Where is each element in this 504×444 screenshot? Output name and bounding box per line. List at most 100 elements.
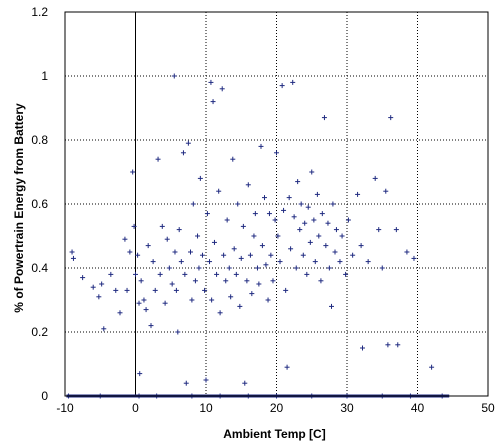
data-point	[99, 281, 105, 287]
data-point	[80, 275, 86, 281]
data-point	[330, 201, 336, 207]
data-point	[207, 259, 213, 265]
data-point	[187, 249, 193, 255]
data-point	[228, 294, 234, 300]
y-tick-label: 0	[41, 389, 48, 403]
data-point	[192, 278, 198, 284]
data-point	[304, 271, 310, 277]
data-point	[379, 265, 385, 271]
data-point	[155, 156, 161, 162]
data-point	[148, 323, 154, 329]
x-tick-labels: -10 0 10 20 30 40 50	[56, 401, 495, 415]
data-point	[166, 265, 172, 271]
y-tick-label: 1	[41, 69, 48, 83]
data-point	[333, 227, 339, 233]
data-point	[223, 278, 229, 284]
data-point	[376, 227, 382, 233]
data-point	[249, 291, 255, 297]
data-point	[203, 377, 209, 383]
data-point	[159, 223, 165, 229]
data-point	[124, 287, 130, 293]
data-point	[145, 243, 151, 249]
y-tick-label: 0.6	[31, 197, 48, 211]
data-point	[365, 259, 371, 265]
data-point	[300, 252, 306, 258]
data-point	[189, 297, 195, 303]
data-point	[305, 204, 311, 210]
data-point	[286, 195, 292, 201]
data-point	[143, 307, 149, 313]
data-point	[175, 329, 181, 335]
plot-frame	[64, 11, 489, 397]
grid-lines	[65, 12, 488, 396]
data-point	[312, 259, 318, 265]
data-point	[131, 223, 137, 229]
data-point	[238, 255, 244, 261]
data-point	[69, 249, 75, 255]
data-point	[275, 233, 281, 239]
data-point	[268, 252, 274, 258]
data-point	[108, 271, 114, 277]
data-point	[244, 278, 250, 284]
data-point	[258, 143, 264, 149]
data-point	[226, 265, 232, 271]
data-point	[70, 255, 76, 261]
data-point	[216, 188, 222, 194]
data-point	[328, 303, 334, 309]
data-point	[321, 115, 327, 121]
x-tick-label: 40	[411, 401, 425, 415]
data-point	[290, 79, 296, 85]
data-point	[265, 297, 271, 303]
data-point	[202, 287, 208, 293]
data-point	[113, 287, 119, 293]
data-point	[127, 249, 133, 255]
data-point	[345, 217, 351, 223]
x-axis-label: Ambient Temp [C]	[223, 427, 325, 441]
data-point	[297, 227, 303, 233]
data-point	[230, 156, 236, 162]
x-tick-label: 10	[199, 401, 213, 415]
y-tick-label: 0.8	[31, 133, 48, 147]
data-point	[337, 259, 343, 265]
data-point	[383, 188, 389, 194]
data-point	[311, 217, 317, 223]
data-point	[96, 294, 102, 300]
data-point	[164, 236, 170, 242]
data-point	[316, 233, 322, 239]
data-point	[272, 217, 278, 223]
data-point	[199, 252, 205, 258]
data-point	[233, 271, 239, 277]
data-point	[411, 255, 417, 261]
data-point	[208, 79, 214, 85]
data-point	[318, 278, 324, 284]
data-point	[173, 287, 179, 293]
data-point	[122, 236, 128, 242]
data-point	[190, 201, 196, 207]
data-point	[270, 278, 276, 284]
data-point	[138, 278, 144, 284]
x-tick-label: -10	[56, 401, 74, 415]
data-point	[176, 227, 182, 233]
data-point	[209, 297, 215, 303]
data-point	[237, 303, 243, 309]
data-point	[263, 262, 269, 268]
data-point	[323, 243, 329, 249]
data-point	[314, 191, 320, 197]
data-point	[252, 211, 258, 217]
data-point	[210, 99, 216, 105]
data-point	[136, 300, 142, 306]
data-point	[385, 342, 391, 348]
data-point	[404, 249, 410, 255]
data-point	[274, 150, 279, 156]
data-point	[319, 211, 325, 217]
x-tick-label: 30	[340, 401, 354, 415]
data-point	[133, 271, 138, 277]
data-point	[182, 271, 188, 277]
data-point	[195, 233, 201, 239]
data-point	[211, 239, 217, 245]
data-point	[251, 233, 257, 239]
data-point	[326, 265, 332, 271]
data-point	[172, 249, 178, 255]
data-point	[388, 115, 394, 121]
